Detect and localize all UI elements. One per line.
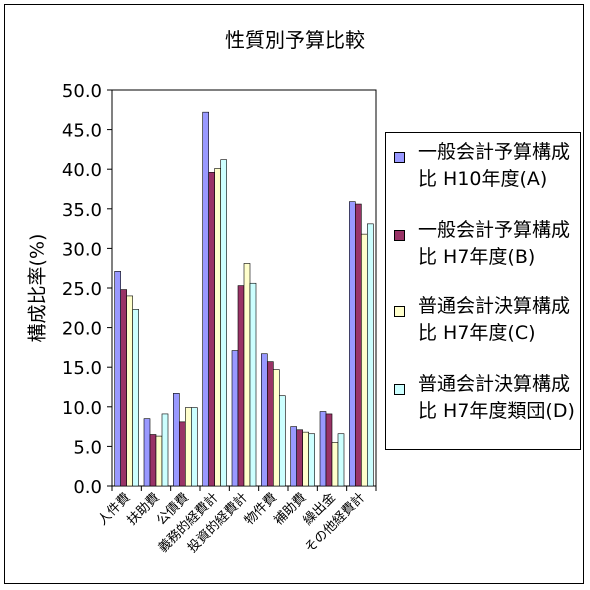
bar-series-4-0 — [132, 309, 139, 487]
bar-series-1-3 — [202, 111, 209, 487]
bar-series-4-4 — [249, 282, 257, 487]
bar-series-1-2 — [173, 393, 180, 487]
bar-series-1-7 — [319, 411, 327, 487]
legend-label: 一般会計予算構成比 H7年度(B) — [418, 219, 571, 268]
legend-label: 普通会計決算構成比 H7年度(C) — [418, 295, 571, 344]
bar-series-4-2 — [191, 407, 198, 487]
bar-series-3-1 — [155, 435, 163, 487]
bar-series-2-6 — [296, 429, 303, 487]
bar-series-4-6 — [308, 433, 315, 487]
y-tick-label: 35.0 — [62, 200, 102, 221]
bar-group — [114, 111, 374, 487]
bar-series-1-5 — [261, 353, 268, 487]
y-tick-label: 50.0 — [62, 81, 102, 102]
bar-series-2-2 — [179, 421, 186, 487]
bar-series-1-4 — [231, 350, 239, 487]
legend-swatch — [394, 306, 405, 317]
axes — [107, 89, 377, 491]
bar-series-1-1 — [143, 418, 151, 487]
y-tick-label: 20.0 — [62, 319, 102, 340]
x-tick-label: 扶助費 — [125, 490, 163, 528]
bar-series-2-7 — [325, 413, 333, 487]
y-tick-label: 10.0 — [62, 398, 102, 419]
y-tick-label: 15.0 — [62, 358, 102, 379]
bar-series-2-3 — [208, 172, 215, 487]
x-tick-label: 物件費 — [242, 490, 280, 528]
bar-series-1-0 — [114, 271, 121, 487]
bar-series-3-8 — [361, 233, 368, 487]
bar-series-3-6 — [302, 431, 309, 487]
bar-series-4-3 — [220, 159, 227, 487]
bar-series-4-8 — [367, 223, 374, 487]
bar-series-3-7 — [331, 442, 339, 487]
x-tick-label: 補助費 — [271, 490, 309, 528]
bar-series-2-8 — [355, 203, 362, 487]
bar-series-1-8 — [349, 201, 356, 487]
bar-series-3-2 — [185, 407, 192, 487]
bar-series-2-1 — [149, 434, 157, 487]
y-tick-labels: 0.0 5.0 10.0 15.0 20.0 25.0 30.0 35.0 40.0 45.0 50… — [62, 81, 102, 498]
bar-series-2-4 — [237, 285, 245, 487]
legend-label: 一般会計予算構成比 H10年度(A) — [418, 141, 571, 190]
chart-title: 性質別予算比較 — [225, 28, 365, 52]
bar-series-2-5 — [267, 361, 274, 487]
legend: 一般会計予算構成比 H10年度(A) 一般会計予算構成比 H7年度(B) 普通会計決… — [385, 132, 581, 450]
bar-series-3-5 — [273, 369, 280, 487]
bar-series-4-1 — [161, 413, 169, 487]
bar-series-2-0 — [120, 289, 127, 487]
y-tick-label: 25.0 — [62, 279, 102, 300]
legend-swatch — [394, 152, 405, 163]
y-tick-label: 40.0 — [62, 160, 102, 181]
legend-swatch — [394, 230, 405, 241]
y-tick-label: 45.0 — [62, 121, 102, 142]
bar-series-3-3 — [214, 168, 221, 487]
legend-swatch — [394, 384, 405, 395]
bar-series-4-5 — [279, 395, 286, 487]
y-tick-label: 5.0 — [73, 437, 102, 458]
bar-series-1-6 — [290, 426, 297, 487]
bar-series-3-4 — [243, 263, 251, 487]
y-tick-label: 0.0 — [73, 477, 102, 498]
bar-series-4-7 — [337, 433, 345, 487]
y-tick-label: 30.0 — [62, 239, 102, 260]
legend-label: 普通会計決算構成比 H7年度類団(D) — [418, 373, 575, 422]
bar-series-3-0 — [126, 295, 133, 487]
